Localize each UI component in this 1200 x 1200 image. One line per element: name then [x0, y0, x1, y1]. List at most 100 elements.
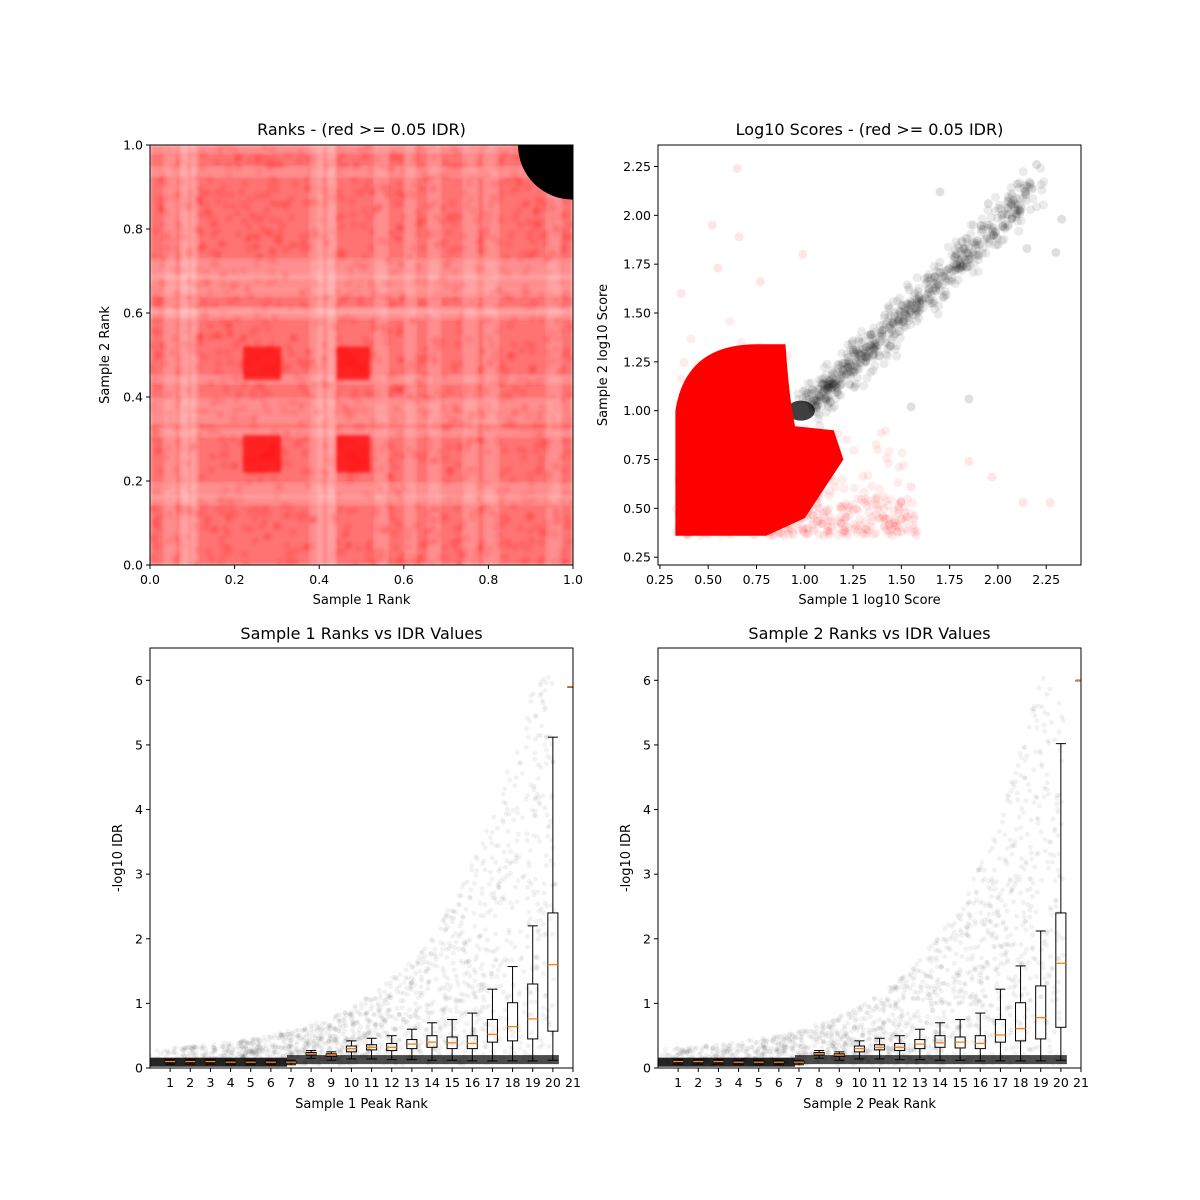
ranks-point-fail	[274, 236, 283, 245]
ranks-point-fail	[356, 299, 365, 308]
sample1-idr-point	[517, 1046, 523, 1052]
scores-point-pass	[902, 313, 912, 323]
sample1-idr-point	[479, 984, 485, 990]
scores-point-pass	[898, 317, 908, 327]
scores-point-pass	[914, 290, 924, 300]
sample1-idr-point	[456, 893, 462, 899]
ranks-y-tick-label: 0.8	[123, 222, 143, 237]
ranks-point-fail	[561, 437, 570, 446]
sample1-idr-point	[442, 1023, 448, 1029]
sample1-idr-point	[535, 762, 541, 768]
scores-point-pass	[933, 309, 943, 319]
scores-point-pass	[913, 287, 923, 297]
sample1-idr-point	[425, 981, 431, 987]
sample1-idr-point	[334, 1037, 340, 1043]
scores-point-fail	[841, 512, 851, 522]
sample2-idr-point	[934, 992, 940, 998]
sample1-idr-point	[397, 1012, 403, 1018]
sample1-idr-point	[456, 933, 462, 939]
scores-point-pass	[933, 279, 943, 289]
sample2-idr-point	[1007, 878, 1013, 884]
sample1-idr-point	[549, 680, 555, 686]
sample1-idr-point	[480, 994, 486, 1000]
sample1-idr-point	[225, 1048, 231, 1054]
sample2-idr-point	[777, 1038, 783, 1044]
sample1-idr-point	[382, 1018, 388, 1024]
scores-point-pass	[850, 361, 860, 371]
ranks-point-fail	[536, 219, 545, 228]
sample1-idr-point	[535, 733, 541, 739]
sample2-idr-point	[841, 1033, 847, 1039]
sample1-idr-point	[336, 1018, 342, 1024]
sample1-idr-point	[523, 725, 529, 731]
ranks-point-fail	[500, 445, 509, 454]
scores-point-fail	[793, 491, 803, 501]
scores-point-pass	[1039, 177, 1049, 187]
scores-point-fail	[765, 525, 775, 535]
sample1-idr-box-17	[486, 988, 498, 1062]
sample1-idr-point	[393, 1026, 399, 1032]
sample2-idr-point	[965, 920, 971, 926]
scores-point-pass	[844, 359, 854, 369]
scores-point-pass	[827, 371, 837, 381]
sample2-idr-point	[989, 876, 995, 882]
ranks-point-fail	[155, 512, 164, 521]
scores-point-fail	[964, 456, 974, 466]
scores-point-fail	[789, 496, 799, 506]
ranks-point-fail	[445, 442, 454, 451]
sample1-idr-point	[473, 854, 479, 860]
sample1-idr-point	[260, 1045, 266, 1051]
sample1-idr-point	[492, 913, 498, 919]
sample1-idr-point	[535, 834, 541, 840]
sample1-idr-point	[493, 931, 499, 937]
sample1-idr-point	[349, 1014, 355, 1020]
scores-point-pass	[845, 361, 855, 371]
scores-point-pass	[831, 382, 841, 392]
sample2-idr-point	[998, 943, 1004, 949]
sample1-idr-point	[231, 1046, 237, 1052]
sample2-idr-point	[869, 1042, 875, 1048]
scores-point-pass	[853, 352, 863, 362]
sample1-idr-point	[362, 1032, 368, 1038]
sample2-idr-point	[928, 984, 934, 990]
sample1-idr-point	[302, 1045, 308, 1051]
scores-point-pass	[868, 351, 878, 361]
sample1-idr-point	[323, 1040, 329, 1046]
ranks-point-fail	[154, 382, 163, 391]
ranks-point-fail	[256, 252, 265, 261]
scores-point-pass	[926, 273, 936, 283]
sample1-idr-point	[256, 1047, 262, 1053]
scores-point-pass	[877, 325, 887, 335]
scores-point-fail	[889, 506, 899, 516]
sample1-idr-point	[448, 943, 454, 949]
sample1-idr-point	[314, 1040, 320, 1046]
sample2-idr-point	[974, 1021, 980, 1027]
scores-point-pass	[838, 365, 848, 375]
sample1-idr-point	[317, 1038, 323, 1044]
scores-point-fail	[887, 530, 897, 540]
ranks-point-fail	[418, 244, 427, 253]
sample1-idr-point	[514, 899, 520, 905]
sample2-idr-point	[890, 1034, 896, 1040]
sample2-idr-point	[1008, 788, 1014, 794]
sample1-idr-point	[502, 1007, 508, 1013]
sample2-idr-point	[989, 845, 995, 851]
sample2-idr-point	[950, 989, 956, 995]
sample1-idr-point	[464, 1021, 470, 1027]
scores-point-pass	[852, 373, 862, 383]
ranks-point-pass	[518, 124, 524, 130]
scores-point-pass	[829, 380, 839, 390]
sample1-idr-point	[308, 1027, 314, 1033]
scores-point-fail	[737, 423, 747, 433]
sample1-idr-point	[335, 1049, 341, 1055]
ranks-point-fail	[387, 456, 396, 465]
sample1-idr-point	[412, 1001, 418, 1007]
scores-point-pass	[932, 274, 942, 284]
ranks-sparse-band	[180, 145, 188, 565]
sample1-idr-point	[461, 992, 467, 998]
scores-point-fail	[873, 505, 883, 515]
scores-point-fail	[881, 426, 891, 436]
sample1-idr-point	[254, 1037, 260, 1043]
sample1-idr-point	[387, 980, 393, 986]
scores-point-fail	[824, 525, 834, 535]
